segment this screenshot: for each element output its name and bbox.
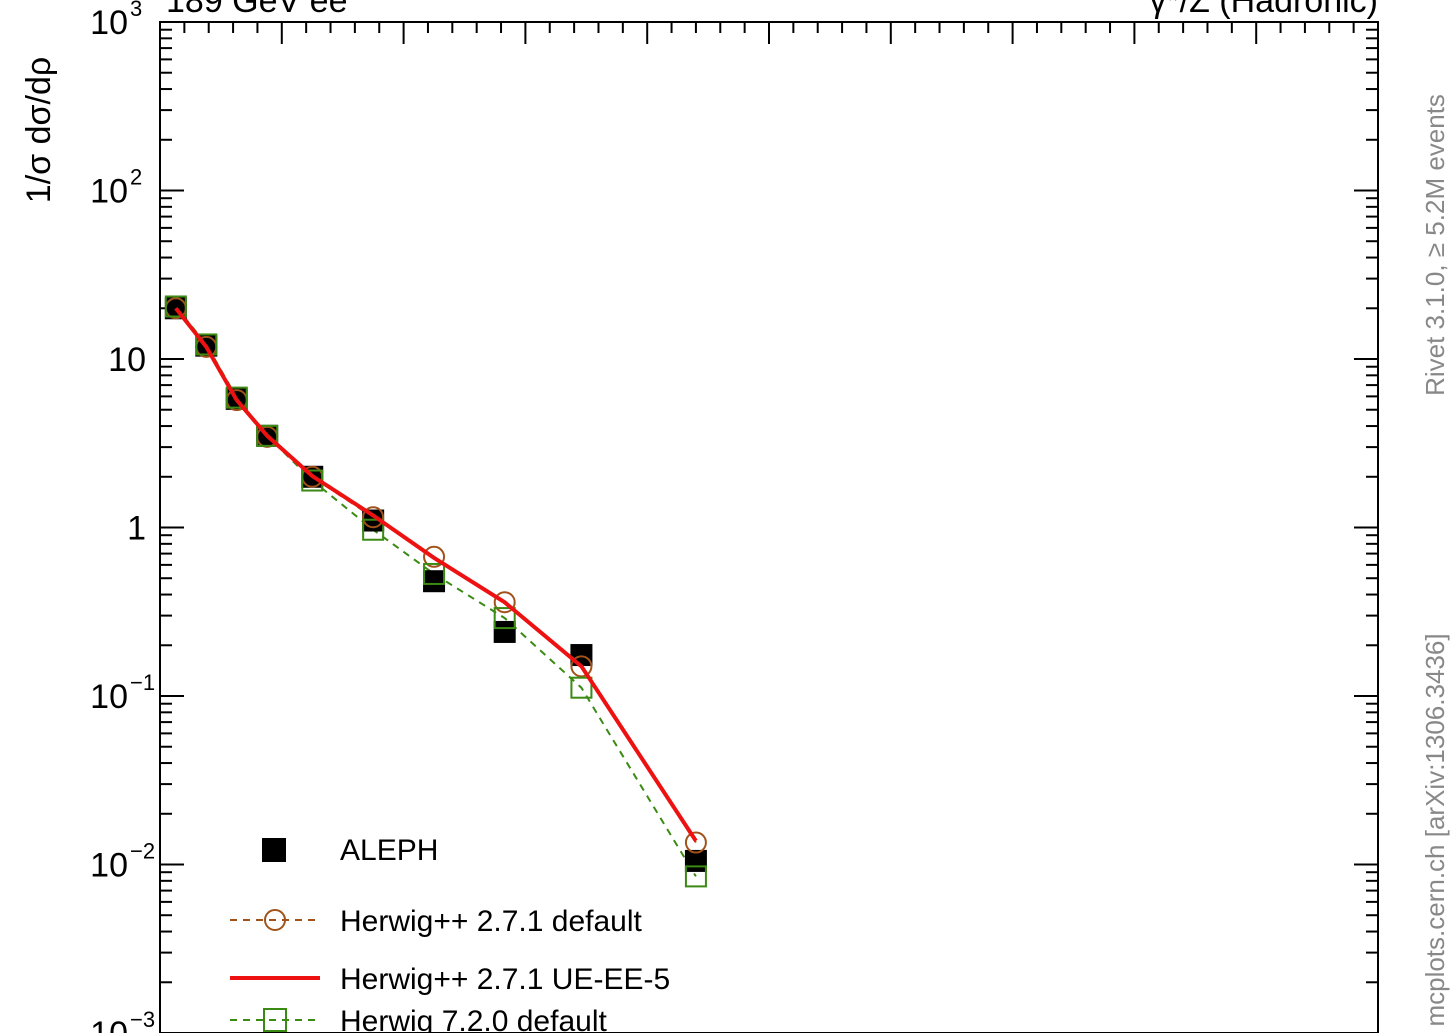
data-point-herwig271-default — [362, 506, 385, 529]
legend-label-herwig271-ueee5: Herwig++ 2.7.1 UE-EE-5 — [340, 963, 670, 996]
data-point-herwig720-default — [256, 424, 279, 447]
y-tick-label: 1 — [127, 510, 146, 548]
data-point-herwig720-default — [684, 865, 707, 888]
legend-marker-herwig720-default — [263, 1008, 287, 1032]
y-tick-label: 10 — [90, 847, 128, 885]
y-tick-label: 10 — [90, 173, 128, 211]
data-point-herwig271-default — [423, 545, 446, 568]
data-point-herwig720-default — [164, 295, 187, 318]
y-tick-label: 10 — [90, 4, 128, 42]
y-tick-label-exponent: −2 — [130, 839, 155, 864]
plot-frame — [159, 21, 1379, 1033]
y-tick-label: 10 — [108, 341, 146, 379]
data-point-herwig271-default — [684, 831, 707, 854]
y-tick-label-exponent: 2 — [130, 165, 142, 190]
series-layer — [164, 295, 707, 888]
data-point-aleph — [493, 620, 516, 643]
mcplots-reference-text: mcplots.cern.ch [arXiv:1306.3436] — [1420, 633, 1450, 1026]
rivet-version-text: Rivet 3.1.0, ≥ 5.2M events — [1420, 94, 1450, 396]
data-point-aleph — [423, 570, 446, 593]
y-tick-label: 10 — [90, 678, 128, 716]
data-point-herwig271-default — [493, 591, 516, 614]
y-axis-label: 1/σ dσ/dρ — [20, 57, 58, 203]
data-point-herwig720-default — [423, 562, 446, 585]
data-point-herwig720-default — [570, 676, 593, 699]
y-tick-label-exponent: 3 — [130, 0, 142, 21]
legend-marker-aleph — [262, 838, 286, 862]
data-point-herwig271-default — [570, 655, 593, 678]
legend-label-aleph: ALEPH — [340, 834, 438, 867]
y-tick-label: 10 — [90, 1015, 128, 1033]
data-point-herwig720-default — [362, 518, 385, 541]
legend: ALEPH Herwig++ 2.7.1 default Herwig++ 2.… — [230, 834, 670, 1033]
data-point-herwig720-default — [225, 386, 248, 409]
y-tick-label-exponent: −1 — [130, 670, 155, 695]
y-tick-label-exponent: −3 — [130, 1007, 155, 1032]
chart-title-right: γ*/Z (Hadronic) — [1149, 0, 1378, 20]
data-point-aleph — [570, 644, 593, 667]
data-point-herwig720-default — [195, 333, 218, 356]
series-line-herwig271-ueee5 — [174, 307, 698, 842]
data-point-herwig720-default — [493, 607, 516, 630]
legend-label-herwig271-default: Herwig++ 2.7.1 default — [340, 905, 643, 938]
legend-label-herwig720-default: Herwig 7.2.0 default — [340, 1005, 607, 1033]
legend-marker-herwig271-default — [264, 909, 286, 931]
chart-title-left: 189 GeV ee — [166, 0, 347, 20]
